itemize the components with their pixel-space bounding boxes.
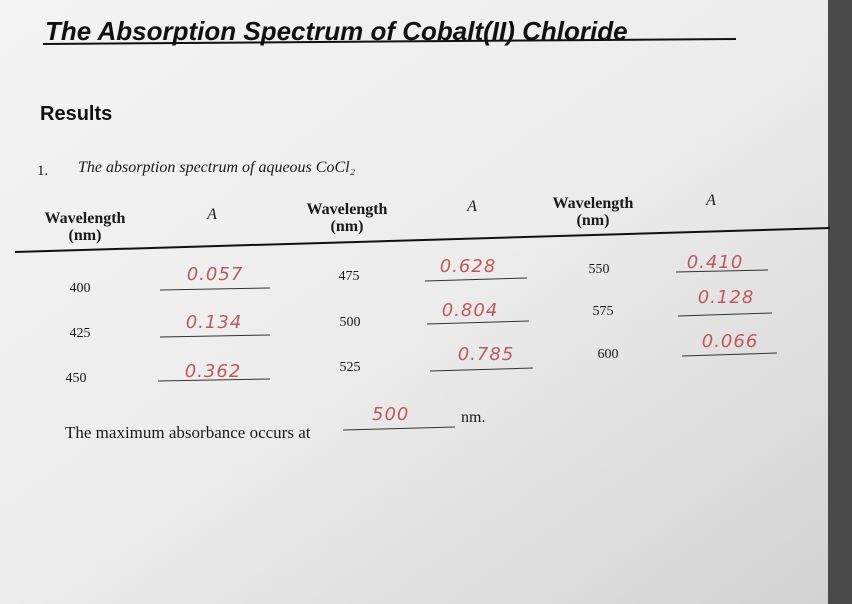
answer-blank-line — [157, 378, 271, 382]
wavelength-value: 525 — [340, 360, 361, 375]
answer-blank-line — [424, 277, 528, 282]
column-header-wavelength: (nm) — [577, 212, 610, 229]
edge-shadow — [828, 0, 852, 604]
absorbance-value: 0.128 — [698, 287, 755, 308]
wavelength-value: 425 — [70, 326, 91, 341]
column-header-wavelength: Wavelength — [45, 210, 126, 227]
section-heading: Results — [40, 103, 112, 125]
title-underline — [42, 38, 737, 45]
column-header-wavelength: (nm) — [69, 227, 102, 244]
column-header-wavelength: Wavelength — [553, 195, 634, 212]
answer-value: 500 — [372, 404, 409, 425]
wavelength-value: 450 — [66, 371, 87, 386]
table-header-rule — [14, 227, 831, 253]
wavelength-value: 600 — [598, 347, 619, 362]
answer-unit: nm. — [461, 409, 485, 426]
answer-blank-line — [159, 334, 271, 338]
column-header-absorbance: A — [705, 192, 716, 209]
column-header-absorbance: A — [466, 198, 477, 215]
answer-blank-line — [675, 269, 769, 273]
absorbance-value: 0.134 — [186, 312, 243, 333]
absorbance-value: 0.362 — [185, 361, 242, 382]
absorbance-value: 0.785 — [458, 344, 515, 365]
question-text: The absorption spectrum of aqueous CoCl₂ — [78, 159, 356, 176]
column-header-wavelength: (nm) — [331, 218, 364, 235]
absorbance-value: 0.057 — [187, 264, 244, 285]
wavelength-value: 575 — [593, 304, 614, 319]
answer-blank-line — [159, 287, 271, 291]
answer-blank-line — [429, 367, 534, 372]
absorbance-value: 0.628 — [440, 256, 497, 277]
question-number: 1. — [37, 163, 48, 179]
answer-blank-line — [681, 352, 778, 357]
wavelength-value: 550 — [589, 262, 610, 277]
answer-blank-line — [426, 320, 530, 325]
absorbance-value: 0.410 — [687, 252, 744, 273]
answer-blank — [342, 426, 456, 431]
answer-blank-line — [677, 312, 773, 317]
column-header-absorbance: A — [206, 206, 217, 223]
absorbance-value: 0.066 — [702, 331, 759, 352]
absorbance-value: 0.804 — [442, 300, 499, 321]
wavelength-value: 475 — [339, 269, 360, 284]
wavelength-value: 500 — [340, 315, 361, 330]
column-header-wavelength: Wavelength — [307, 201, 388, 218]
answer-prefix: The maximum absorbance occurs at — [65, 423, 311, 442]
wavelength-value: 400 — [70, 281, 91, 296]
